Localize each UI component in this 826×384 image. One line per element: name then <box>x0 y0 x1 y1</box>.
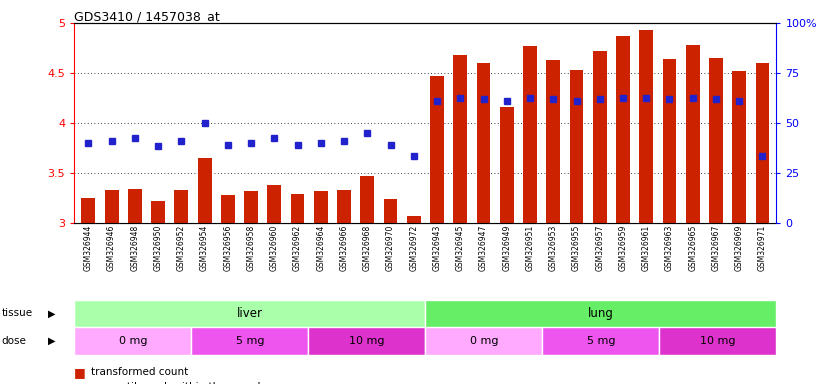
Text: GSM326944: GSM326944 <box>83 225 93 271</box>
Bar <box>430 76 444 223</box>
Text: GSM326954: GSM326954 <box>200 225 209 271</box>
Bar <box>291 194 305 223</box>
Bar <box>543 327 659 355</box>
Text: 0 mg: 0 mg <box>119 336 147 346</box>
Text: GSM326968: GSM326968 <box>363 225 372 271</box>
Bar <box>616 36 630 223</box>
Text: GSM326961: GSM326961 <box>642 225 651 271</box>
Text: GSM326948: GSM326948 <box>131 225 140 271</box>
Bar <box>756 63 770 223</box>
Text: ■: ■ <box>74 381 86 384</box>
Bar <box>192 327 308 355</box>
Bar <box>308 327 425 355</box>
Text: GSM326970: GSM326970 <box>386 225 395 271</box>
Bar <box>659 327 776 355</box>
Bar <box>105 190 118 223</box>
Text: GSM326950: GSM326950 <box>154 225 163 271</box>
Text: GSM326953: GSM326953 <box>548 225 558 271</box>
Text: GSM326972: GSM326972 <box>409 225 418 271</box>
Bar <box>128 189 142 223</box>
Text: 5 mg: 5 mg <box>586 336 615 346</box>
Text: GSM326963: GSM326963 <box>665 225 674 271</box>
Bar <box>360 176 374 223</box>
Bar <box>81 198 95 223</box>
Bar <box>500 107 514 223</box>
Text: dose: dose <box>2 336 26 346</box>
Text: tissue: tissue <box>2 308 33 318</box>
Bar <box>709 58 723 223</box>
Text: GSM326960: GSM326960 <box>270 225 279 271</box>
Text: GSM326967: GSM326967 <box>711 225 720 271</box>
Bar <box>244 191 258 223</box>
Bar <box>733 71 746 223</box>
Text: GSM326949: GSM326949 <box>502 225 511 271</box>
Text: 10 mg: 10 mg <box>349 336 385 346</box>
Bar <box>425 300 776 327</box>
Text: GSM326957: GSM326957 <box>596 225 605 271</box>
Text: 10 mg: 10 mg <box>700 336 736 346</box>
Bar <box>639 30 653 223</box>
Text: GSM326947: GSM326947 <box>479 225 488 271</box>
Bar <box>453 55 468 223</box>
Text: GSM326966: GSM326966 <box>339 225 349 271</box>
Text: GSM326958: GSM326958 <box>246 225 255 271</box>
Bar <box>425 327 543 355</box>
Bar <box>314 191 328 223</box>
Bar <box>406 216 420 223</box>
Bar <box>383 199 397 223</box>
Text: GSM326965: GSM326965 <box>688 225 697 271</box>
Bar <box>221 195 235 223</box>
Text: GSM326969: GSM326969 <box>735 225 743 271</box>
Text: ▶: ▶ <box>48 308 55 318</box>
Text: GSM326971: GSM326971 <box>758 225 767 271</box>
Text: GSM326946: GSM326946 <box>107 225 116 271</box>
Text: GSM326952: GSM326952 <box>177 225 186 271</box>
Text: liver: liver <box>237 307 263 320</box>
Text: lung: lung <box>588 307 614 320</box>
Bar <box>477 63 491 223</box>
Bar <box>523 46 537 223</box>
Text: GSM326956: GSM326956 <box>223 225 232 271</box>
Bar <box>337 190 351 223</box>
Bar <box>74 327 192 355</box>
Text: GSM326951: GSM326951 <box>525 225 534 271</box>
Text: GDS3410 / 1457038_at: GDS3410 / 1457038_at <box>74 10 220 23</box>
Bar <box>151 201 165 223</box>
Text: 0 mg: 0 mg <box>470 336 498 346</box>
Text: GSM326962: GSM326962 <box>293 225 302 271</box>
Text: GSM326945: GSM326945 <box>456 225 465 271</box>
Bar <box>662 59 676 223</box>
Bar <box>197 158 211 223</box>
Text: GSM326955: GSM326955 <box>572 225 581 271</box>
Text: GSM326943: GSM326943 <box>433 225 442 271</box>
Bar <box>686 45 700 223</box>
Bar <box>74 300 425 327</box>
Bar <box>174 190 188 223</box>
Text: ■: ■ <box>74 366 86 379</box>
Text: GSM326964: GSM326964 <box>316 225 325 271</box>
Text: ▶: ▶ <box>48 336 55 346</box>
Bar <box>593 51 607 223</box>
Text: 5 mg: 5 mg <box>235 336 264 346</box>
Text: percentile rank within the sample: percentile rank within the sample <box>91 382 267 384</box>
Bar <box>570 70 583 223</box>
Text: transformed count: transformed count <box>91 367 188 377</box>
Text: GSM326959: GSM326959 <box>619 225 628 271</box>
Bar <box>268 185 281 223</box>
Bar <box>546 60 560 223</box>
